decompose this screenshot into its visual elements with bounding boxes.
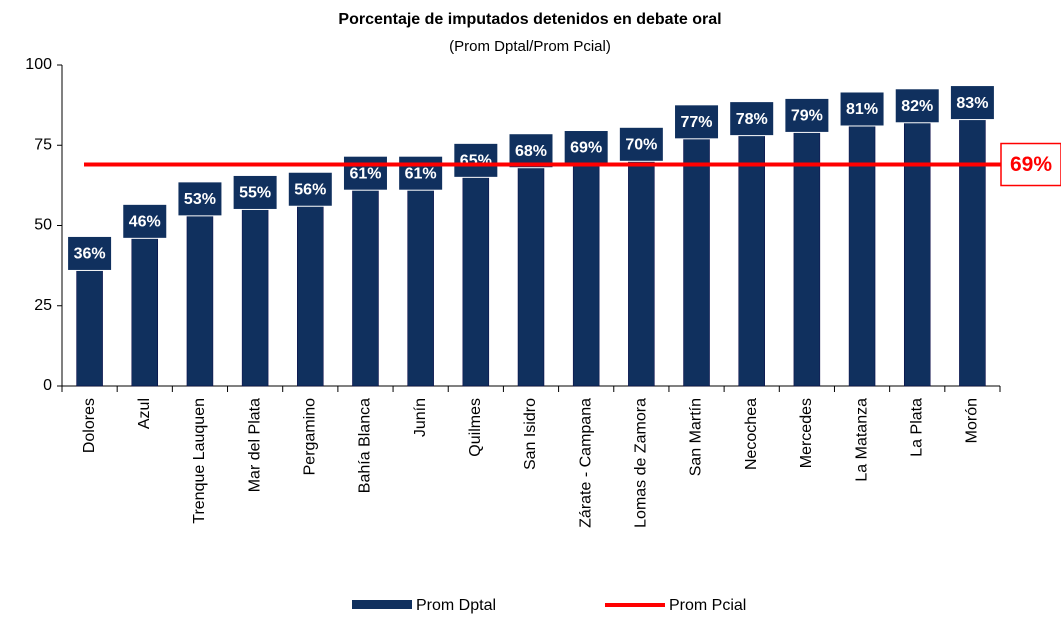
bar: [462, 177, 490, 387]
x-tick-label: Morón: [964, 398, 981, 443]
chart-title: Porcentaje de imputados detenidos en deb…: [338, 11, 721, 28]
data-label-box: [839, 91, 885, 127]
bar: [186, 215, 214, 387]
data-label-box: [67, 235, 113, 271]
data-label-box: [729, 101, 775, 137]
legend-label: Prom Dptal: [416, 597, 496, 614]
bar: [241, 209, 269, 387]
reference-label: 69%: [1010, 153, 1052, 176]
y-tick-label: 0: [43, 377, 52, 394]
y-tick-label: 50: [34, 217, 52, 234]
chart-subtitle: (Prom Dptal/Prom Pcial): [449, 38, 611, 55]
y-tick-label: 100: [25, 56, 52, 73]
data-label-box: [342, 155, 388, 191]
data-label-box: [177, 181, 223, 217]
data-label: 61%: [405, 165, 437, 182]
data-label: 53%: [184, 191, 216, 208]
data-label: 46%: [129, 214, 161, 231]
x-tick-label: La Plata: [908, 398, 925, 457]
reference-label-box: [1000, 142, 1061, 187]
x-tick-label: Bahía Blanca: [357, 398, 374, 493]
x-tick-label: Azul: [136, 398, 153, 429]
x-tick-label: Quilmes: [467, 398, 484, 457]
bar: [517, 167, 545, 387]
data-label-box: [122, 203, 168, 239]
x-tick-label: Lomas de Zamora: [633, 398, 650, 528]
data-label: 83%: [956, 95, 988, 112]
x-tick-label: Pergamino: [302, 398, 319, 475]
bar: [352, 189, 379, 387]
data-label-box: [398, 155, 444, 191]
data-label: 77%: [681, 114, 713, 131]
bar: [793, 132, 821, 387]
bar: [683, 138, 710, 387]
data-label: 70%: [625, 137, 657, 154]
data-label-box: [232, 174, 278, 210]
x-tick-label: Mercedes: [798, 398, 815, 468]
data-label: 81%: [846, 101, 878, 118]
data-label: 78%: [736, 111, 768, 128]
x-tick-label: Zárate - Campana: [577, 398, 594, 528]
data-label: 82%: [901, 98, 933, 115]
x-tick-label: San Isidro: [522, 398, 539, 470]
bar: [572, 164, 600, 387]
bar: [848, 125, 876, 387]
bar: [131, 238, 159, 387]
x-tick-label: Necochea: [743, 398, 760, 470]
bar: [959, 119, 986, 387]
data-label-box: [784, 97, 830, 133]
bar: [628, 161, 655, 387]
bar: [297, 205, 324, 387]
data-label: 36%: [74, 246, 106, 263]
x-tick-label: Dolores: [81, 398, 98, 453]
data-label-box: [618, 126, 664, 162]
legend-label: Prom Pcial: [669, 597, 746, 614]
x-tick-label: La Matanza: [853, 398, 870, 482]
data-label: 79%: [791, 108, 823, 125]
data-label-box: [508, 133, 554, 169]
data-label-box: [894, 88, 940, 124]
data-label-box: [287, 171, 333, 207]
x-tick-label: Trenque Lauquen: [191, 398, 208, 524]
data-label: 55%: [239, 185, 271, 202]
x-tick-label: San Martín: [688, 398, 705, 476]
data-label: 68%: [515, 143, 547, 160]
data-label-box: [949, 85, 995, 121]
legend-swatch: [352, 600, 412, 609]
y-tick-label: 75: [34, 136, 52, 153]
data-label: 69%: [570, 140, 602, 157]
bar: [738, 135, 765, 387]
x-tick-label: Junín: [412, 398, 429, 437]
data-label: 56%: [294, 181, 326, 198]
x-tick-label: Mar del Plata: [246, 398, 263, 492]
data-label-box: [453, 142, 499, 178]
bar: [407, 189, 434, 387]
bar: [76, 270, 103, 387]
data-label: 61%: [349, 165, 381, 182]
data-label-box: [674, 104, 720, 140]
y-tick-label: 25: [34, 297, 52, 314]
bar: [903, 122, 931, 387]
data-label: 65%: [460, 153, 492, 170]
